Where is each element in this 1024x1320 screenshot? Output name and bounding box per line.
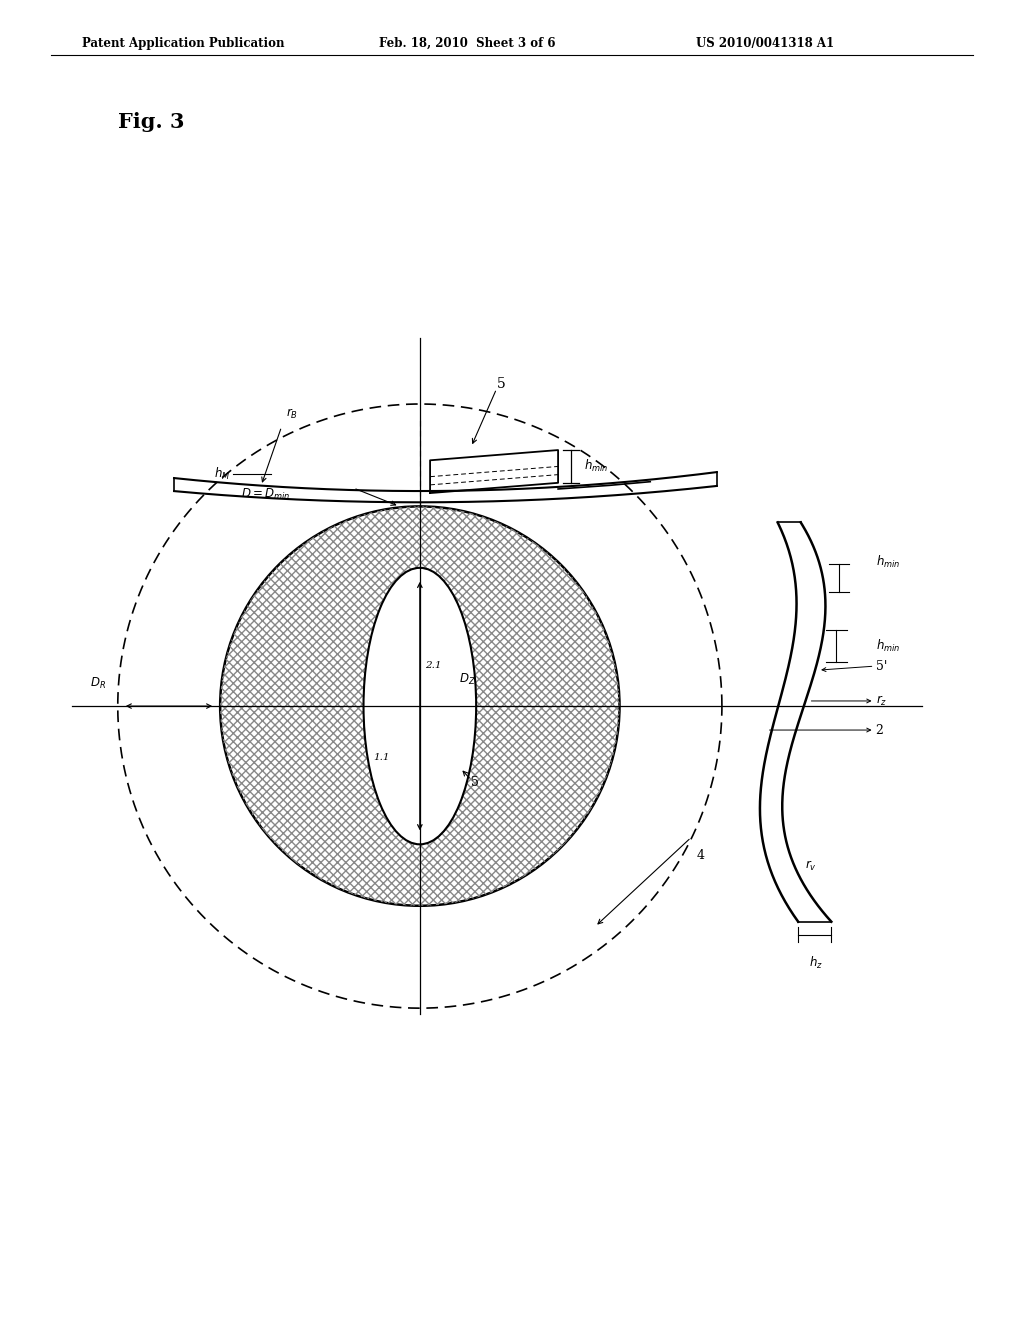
Text: 4: 4 <box>696 849 705 862</box>
Text: 2: 2 <box>876 723 884 737</box>
Circle shape <box>220 507 620 906</box>
Text: $D_R$: $D_R$ <box>90 676 106 690</box>
Text: 5: 5 <box>471 776 479 789</box>
Text: $r_z$: $r_z$ <box>876 694 887 708</box>
Text: $D = D_{min}$: $D = D_{min}$ <box>241 487 290 503</box>
Text: $h_{min}$: $h_{min}$ <box>876 554 900 570</box>
Text: $D_Z$: $D_Z$ <box>459 672 475 686</box>
Text: $h_{min}$: $h_{min}$ <box>876 638 900 655</box>
Text: $r_B$: $r_B$ <box>286 407 298 421</box>
Text: 5: 5 <box>497 376 506 391</box>
Text: US 2010/0041318 A1: US 2010/0041318 A1 <box>696 37 835 50</box>
Text: 5': 5' <box>876 660 887 673</box>
Text: Feb. 18, 2010  Sheet 3 of 6: Feb. 18, 2010 Sheet 3 of 6 <box>379 37 555 50</box>
Text: $r_v$: $r_v$ <box>805 859 816 873</box>
Text: $h_{min}$: $h_{min}$ <box>584 458 608 474</box>
Ellipse shape <box>364 568 476 845</box>
Text: Fig. 3: Fig. 3 <box>118 112 184 132</box>
Text: Patent Application Publication: Patent Application Publication <box>82 37 285 50</box>
Text: $h_M$: $h_M$ <box>214 466 230 482</box>
Text: 2.1: 2.1 <box>425 660 441 669</box>
Text: $h_z$: $h_z$ <box>809 954 823 970</box>
Text: 1.1: 1.1 <box>374 752 390 762</box>
